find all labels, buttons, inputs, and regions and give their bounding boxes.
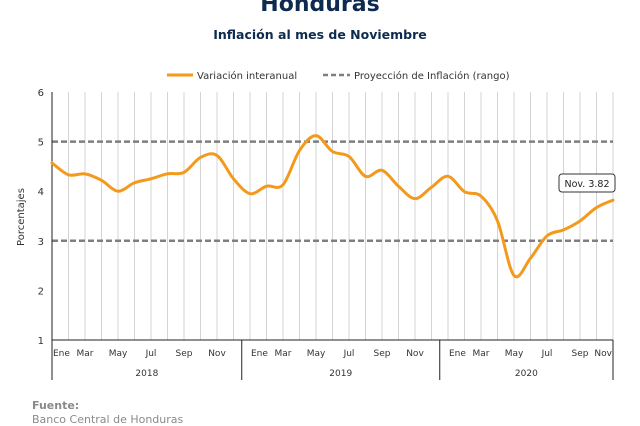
x-tick-label: Mar [275,349,292,359]
y-tick-label: 5 [38,138,44,149]
x-tick-label: Mar [77,349,94,359]
data-point [463,190,466,193]
data-point [298,149,301,152]
data-point [100,179,103,182]
x-tick-label: Nov [208,349,226,359]
x-tick-label: May [109,349,128,359]
x-tick-label: Ene [53,349,70,359]
x-tick-label: Sep [176,349,193,359]
x-tick-label: Jul [541,349,553,359]
data-point [281,183,285,186]
year-label: 2019 [329,369,352,379]
year-label: 2018 [135,369,158,379]
data-point [562,228,565,232]
y-axis-label: Porcentajes [16,188,27,246]
x-tick-label: Ene [449,349,466,359]
y-tick-label: 3 [38,237,44,248]
y-tick-label: 4 [38,187,44,198]
data-point [364,175,367,178]
data-point [265,185,268,188]
data-point [248,192,252,195]
data-point [232,177,235,180]
data-point [512,274,516,277]
data-point [529,256,532,260]
y-tick-label: 1 [38,336,44,347]
data-point [430,186,433,189]
chart-title: Honduras [260,0,380,17]
footer-source: Banco Central de Honduras [32,413,184,426]
data-point [199,156,202,159]
data-point [397,185,400,188]
x-tick-label: Nov [594,349,612,359]
annotation-box [558,173,616,193]
footer-label: Fuente: [32,399,80,412]
data-point [215,154,219,157]
data-point [496,219,499,223]
x-tick-label: May [505,349,524,359]
data-point [595,206,598,209]
data-point [133,181,136,184]
data-point [331,150,334,153]
x-axis-ticks: Ene Mar May Jul Sep Nov 2018 Ene Mar May Jul Sep Nov… [53,349,613,379]
y-tick-label: 2 [38,286,44,297]
legend-series-label: Variación interanual [197,70,297,82]
data-point [149,177,153,180]
data-point [347,155,351,158]
y-tick-label: 6 [38,88,44,99]
x-tick-label: Nov [406,349,424,359]
data-point [446,175,450,178]
data-point [314,134,318,137]
annotation-text: Nov. 3.82 [565,179,610,190]
data-point [116,190,120,193]
data-point [166,172,169,176]
x-tick-label: Sep [374,349,391,359]
data-point [83,172,87,176]
data-point [479,194,483,198]
x-tick-label: Ene [251,349,268,359]
x-tick-label: Sep [572,349,589,359]
legend-projection-label: Proyección de Inflación (rango) [354,70,510,82]
y-axis-ticks: 1 2 3 4 5 6 [38,88,44,347]
data-point [578,219,582,223]
line-chart: Variación interanual Proyección de Infla… [16,70,616,380]
data-point [380,169,384,172]
axes [51,92,614,380]
data-point [50,161,54,165]
x-tick-label: Jul [343,349,355,359]
annotation-callout: Nov. 3.82 [558,173,616,193]
data-point [413,197,417,200]
year-label: 2020 [515,369,538,379]
data-point [182,171,186,174]
data-point [545,234,549,238]
data-point [67,173,70,177]
chart-subtitle: Inflación al mes de Noviembre [213,27,427,42]
series-layer [50,134,615,279]
data-point [611,198,615,202]
x-tick-label: Jul [145,349,157,359]
projection-lines [52,140,613,243]
legend: Variación interanual Proyección de Infla… [167,70,510,82]
x-tick-label: May [307,349,326,359]
grid [51,92,614,340]
x-tick-label: Mar [473,349,490,359]
